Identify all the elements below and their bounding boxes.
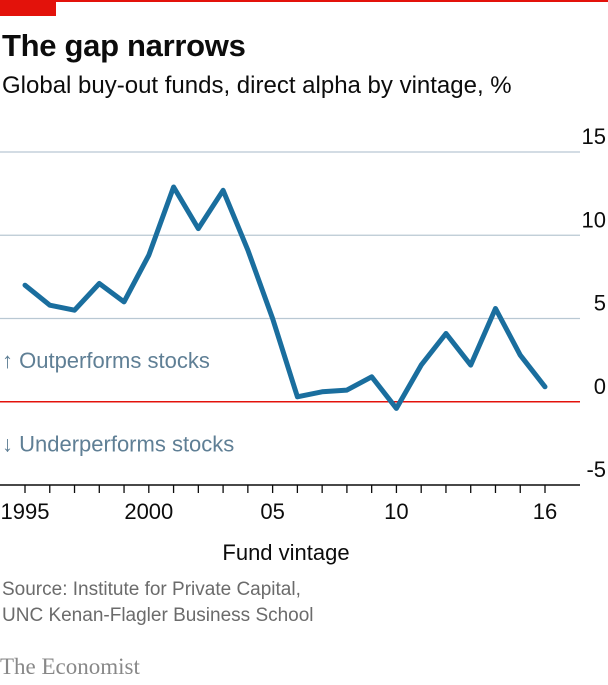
source-line-1: Source: Institute for Private Capital, [2,579,301,600]
underperforms-annotation: ↓ Underperforms stocks [2,431,234,456]
y-tick-label: 0 [594,374,606,399]
chart-subtitle: Global buy-out funds, direct alpha by vi… [2,72,512,99]
series-line-direct-alpha [22,184,548,411]
x-tick-label: 05 [260,499,284,524]
chart-title: The gap narrows [2,28,246,63]
source-note: Source: Institute for Private Capital, U… [2,577,314,629]
x-tick-label: 2000 [124,499,173,524]
x-tick-label: 1995 [1,499,50,524]
brand-tag [0,0,56,16]
y-tick-label: 15 [582,124,606,149]
top-rule [0,0,608,2]
source-line-2: UNC Kenan-Flagler Business School [2,605,314,626]
x-tick-label: 16 [533,499,557,524]
outperforms-annotation: ↑ Outperforms stocks [2,348,210,373]
y-tick-label: -5 [586,457,606,482]
x-axis-label: Fund vintage [222,540,350,565]
publication-brand: The Economist [0,654,140,679]
x-tick-label: 10 [384,499,408,524]
y-tick-label: 5 [594,291,606,316]
y-tick-label: 10 [582,207,606,232]
